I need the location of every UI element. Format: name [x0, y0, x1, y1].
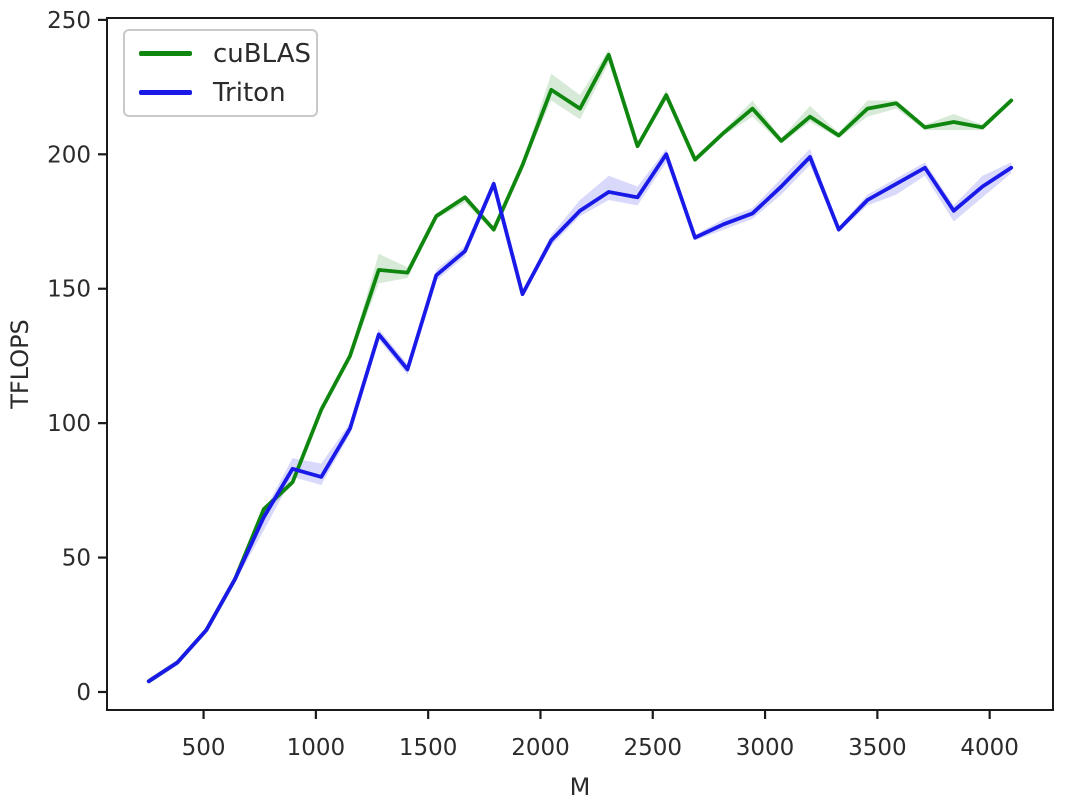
y-tick-label: 250: [47, 8, 91, 34]
x-tick-label: 2000: [511, 735, 570, 761]
x-tick-label: 500: [182, 735, 226, 761]
y-tick-label: 200: [47, 142, 91, 168]
series-band-cublas: [148, 49, 1012, 684]
y-tick-label: 150: [47, 277, 91, 303]
y-tick-label: 0: [76, 680, 91, 706]
series-band-triton: [148, 148, 1012, 684]
legend-entry-cublas: cuBLAS: [139, 35, 311, 72]
legend-entry-triton: Triton: [139, 74, 302, 111]
legend: cuBLAS Triton: [123, 29, 318, 117]
plot-border: [106, 17, 1054, 711]
legend-line-cublas-icon: [139, 51, 192, 56]
x-axis-label: M: [570, 773, 591, 801]
x-tick-label: 3000: [736, 735, 795, 761]
series-line-triton: [146, 152, 1014, 684]
x-tick-label: 4000: [960, 735, 1019, 761]
y-tick-label: 50: [62, 546, 91, 572]
x-tick-label: 2500: [623, 735, 682, 761]
x-tick-label: 1000: [287, 735, 346, 761]
legend-label-triton: Triton: [213, 77, 286, 108]
y-tick-label: 100: [47, 411, 91, 437]
series-line-cublas: [146, 52, 1014, 684]
legend-label-cublas: cuBLAS: [213, 38, 311, 69]
legend-line-triton-icon: [139, 90, 192, 95]
y-axis-label: TFLOPS: [6, 319, 34, 410]
x-tick-label: 3500: [848, 735, 907, 761]
x-tick-label: 1500: [399, 735, 458, 761]
